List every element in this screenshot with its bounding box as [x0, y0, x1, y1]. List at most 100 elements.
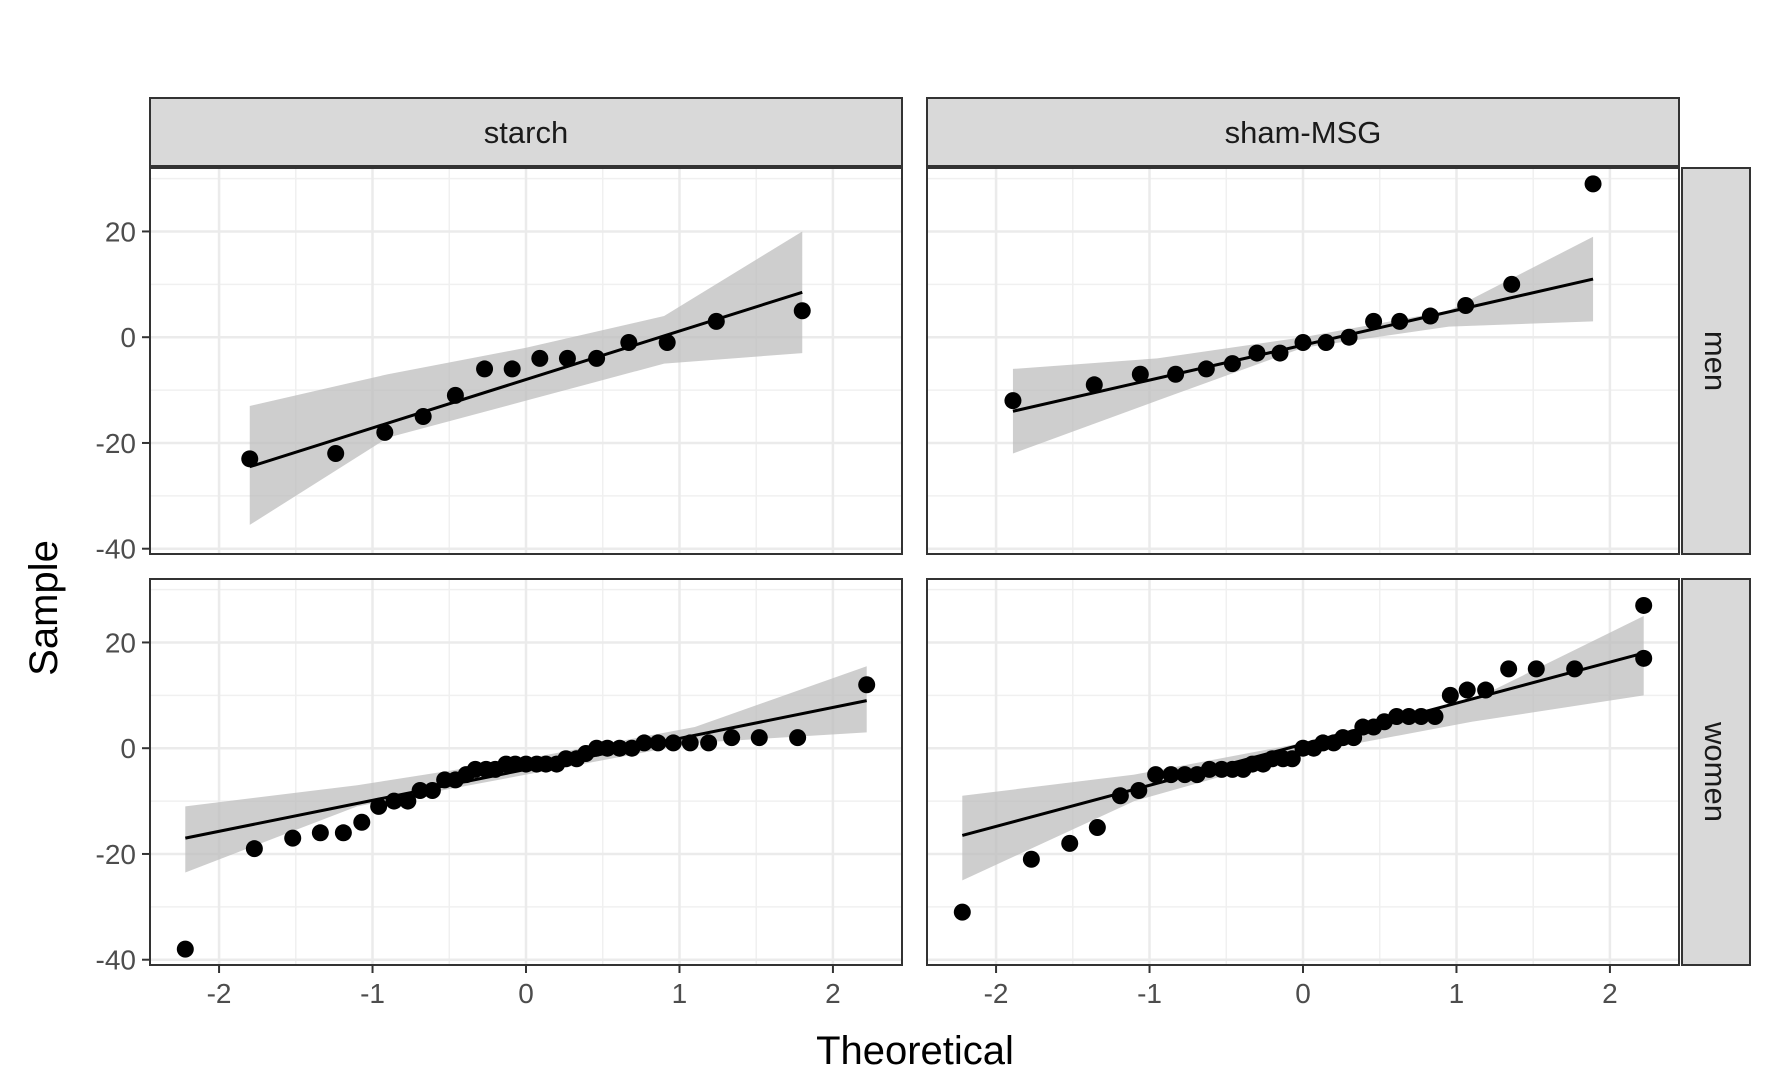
data-point — [1111, 787, 1129, 805]
data-point — [1061, 834, 1079, 852]
data-point — [1022, 850, 1040, 868]
data-point — [953, 903, 971, 921]
data-point — [1004, 392, 1022, 410]
x-tick-label: 0 — [518, 978, 534, 1009]
data-point — [399, 792, 417, 810]
data-point — [793, 302, 811, 320]
data-point — [1340, 328, 1358, 346]
x-tick-label: -1 — [1137, 978, 1162, 1009]
data-point — [858, 676, 876, 694]
strip-starch — [149, 97, 903, 167]
y-tick-label: -20 — [96, 428, 136, 459]
data-point — [598, 739, 616, 757]
data-point — [1200, 760, 1218, 778]
y-tick-label: 20 — [105, 216, 136, 247]
data-point — [635, 734, 653, 752]
data-point — [700, 734, 718, 752]
x-tick-label: -2 — [984, 978, 1009, 1009]
y-axis-title: Sample — [22, 540, 66, 676]
x-tick-label: 2 — [1602, 978, 1618, 1009]
data-point — [620, 333, 638, 351]
x-tick-label: -1 — [360, 978, 385, 1009]
data-point — [503, 360, 521, 378]
y-tick-label: -40 — [96, 945, 136, 976]
data-point — [1085, 376, 1103, 394]
data-point — [789, 729, 807, 747]
panel-sham-MSG-women: -2 -1 0 1 2 — [926, 578, 1680, 1009]
data-point — [1503, 275, 1521, 293]
y-tick-label: 20 — [105, 627, 136, 658]
data-point — [1197, 360, 1215, 378]
data-point — [649, 734, 667, 752]
strip-sham-MSG — [926, 97, 1680, 167]
data-point — [750, 729, 768, 747]
data-point — [1500, 660, 1518, 678]
data-point — [611, 739, 629, 757]
panel-border — [149, 167, 903, 555]
data-point — [311, 824, 329, 842]
x-tick-label: 2 — [825, 978, 841, 1009]
strip-label: women — [1698, 721, 1733, 822]
panel-starch-men: -40 -20 0 20 — [96, 167, 903, 565]
data-point — [558, 349, 576, 367]
data-point — [241, 450, 259, 468]
data-point — [1271, 344, 1289, 362]
data-point — [1527, 660, 1545, 678]
data-point — [245, 840, 263, 858]
data-point — [1441, 686, 1459, 704]
data-point — [1167, 365, 1185, 383]
data-point — [411, 782, 429, 800]
data-point — [176, 940, 194, 958]
data-point — [334, 824, 352, 842]
strip-men — [1681, 167, 1751, 555]
strip-women — [1681, 578, 1751, 966]
data-point — [1365, 312, 1383, 330]
data-point — [1294, 333, 1312, 351]
data-point — [1584, 175, 1602, 193]
data-point — [414, 408, 432, 426]
y-tick-label: -20 — [96, 839, 136, 870]
data-point — [1131, 365, 1149, 383]
data-point — [723, 729, 741, 747]
data-point — [1566, 660, 1584, 678]
data-point — [1400, 707, 1418, 725]
data-point — [658, 333, 676, 351]
data-point — [1388, 707, 1406, 725]
data-point — [681, 734, 699, 752]
data-point — [353, 813, 371, 831]
strip-label: sham-MSG — [1225, 115, 1382, 150]
data-point — [1421, 307, 1439, 325]
data-point — [1457, 296, 1475, 314]
data-point — [446, 386, 464, 404]
x-tick-label: 1 — [1449, 978, 1465, 1009]
data-point — [1477, 681, 1495, 699]
data-point — [327, 445, 345, 463]
y-tick-label: 0 — [120, 733, 136, 764]
data-point — [476, 360, 494, 378]
data-point — [376, 423, 394, 441]
data-point — [588, 349, 606, 367]
x-tick-label: 1 — [672, 978, 688, 1009]
data-point — [1426, 707, 1444, 725]
strip-label: starch — [484, 115, 568, 150]
data-point — [370, 797, 388, 815]
data-point — [1317, 333, 1335, 351]
data-point — [1635, 649, 1653, 667]
data-point — [1147, 766, 1165, 784]
data-point — [1176, 766, 1194, 784]
data-point — [1391, 312, 1409, 330]
x-tick-label: 0 — [1295, 978, 1311, 1009]
data-point — [531, 349, 549, 367]
data-point — [1130, 782, 1148, 800]
panel-border — [926, 167, 1680, 555]
data-point — [1412, 707, 1430, 725]
y-tick-label: 0 — [120, 322, 136, 353]
data-point — [284, 829, 302, 847]
y-tick-label: -40 — [96, 534, 136, 565]
data-point — [1458, 681, 1476, 699]
data-point — [664, 734, 682, 752]
x-axis-title: Theoretical — [816, 1029, 1014, 1073]
data-point — [1283, 750, 1301, 768]
